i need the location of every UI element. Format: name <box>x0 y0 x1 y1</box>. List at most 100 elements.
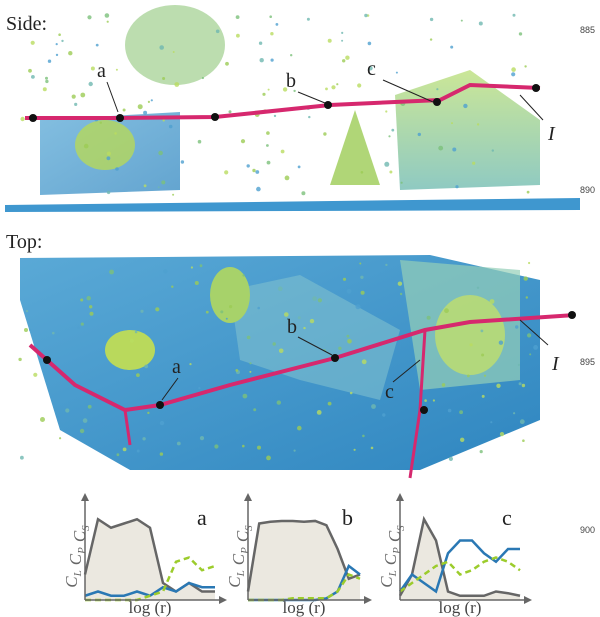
cloud-point <box>266 131 270 135</box>
cloud-point <box>160 452 163 455</box>
cloud-point <box>114 132 117 135</box>
cloud-point <box>368 42 372 46</box>
cloud-point <box>107 156 111 160</box>
arrow-head <box>219 596 227 604</box>
cloud-point <box>303 327 305 329</box>
cloud-point <box>171 286 173 288</box>
cloud-point <box>259 42 262 45</box>
cloud-point <box>142 437 145 440</box>
cloud-point <box>492 149 494 151</box>
cloud-point <box>467 375 470 378</box>
cloud-point <box>68 51 72 55</box>
cloud-point <box>135 331 138 334</box>
panel-label: b <box>342 505 353 530</box>
cloud-point <box>331 85 335 89</box>
marker <box>331 354 339 362</box>
cloud-point <box>225 62 229 66</box>
cloud-point <box>206 311 209 314</box>
cloud-point <box>345 56 349 60</box>
cloud-point <box>515 325 518 328</box>
cloud-point <box>189 363 191 365</box>
y-label-symbol: C <box>229 553 248 565</box>
cloud-point <box>298 316 301 319</box>
cloud-point <box>202 77 204 79</box>
y-label-subscript: L <box>235 570 247 577</box>
cloud-point <box>229 110 232 113</box>
cloud-point <box>472 162 475 165</box>
cloud-point <box>451 122 453 124</box>
cloud-point <box>174 82 179 87</box>
chart: blog (r)CLCPCS <box>225 493 372 617</box>
tree-side <box>125 5 225 85</box>
y-label-symbol: C <box>377 576 396 588</box>
cloud-point <box>430 18 433 21</box>
y-label-subscript: L <box>387 570 399 577</box>
cloud-point <box>256 187 261 192</box>
cloud-point <box>91 67 95 71</box>
cloud-point <box>109 270 114 275</box>
cloud-point <box>159 45 164 50</box>
cloud-point <box>301 191 305 195</box>
cloud-point <box>362 359 367 364</box>
cloud-point <box>140 310 143 313</box>
cloud-point <box>522 384 525 387</box>
point-label: a <box>97 60 106 82</box>
cloud-point <box>105 13 110 18</box>
cloud-point <box>270 32 273 35</box>
y-label-subscript: S <box>243 525 255 531</box>
arrow-head <box>244 493 252 501</box>
cloud-point <box>262 93 265 96</box>
y-label-symbol: C <box>385 530 404 542</box>
cloud-point <box>249 362 251 364</box>
cloud-point <box>371 447 374 450</box>
marker <box>211 113 219 121</box>
cloud-point <box>162 77 165 80</box>
y-label-subscript: L <box>72 570 84 577</box>
cloud-point <box>328 39 332 43</box>
cloud-point <box>271 59 274 62</box>
cloud-point <box>524 65 526 67</box>
cloud-point <box>161 180 165 184</box>
bush-side <box>75 120 135 170</box>
cloud-point <box>477 123 479 125</box>
cloud-point <box>290 54 292 56</box>
cloud-point <box>273 342 276 345</box>
y-label-subscript: S <box>80 525 92 531</box>
cloud-point <box>490 299 495 304</box>
x-label: log (r) <box>439 598 482 617</box>
cloud-point <box>385 110 387 112</box>
cloud-point <box>449 457 453 461</box>
cloud-point <box>155 307 159 311</box>
arrow-head <box>81 493 89 501</box>
cloud-point <box>442 383 446 387</box>
cloud-point <box>242 445 245 448</box>
cloud-point <box>388 135 390 137</box>
cloud-point <box>323 132 326 135</box>
cloud-point <box>89 82 93 86</box>
cloud-point <box>418 133 421 136</box>
x-label: log (r) <box>283 598 326 617</box>
cloud-point <box>59 437 61 439</box>
cloud-point <box>398 282 402 286</box>
cloud-point <box>214 444 218 448</box>
cloud-point <box>88 405 92 409</box>
cloud-point <box>58 33 61 36</box>
point-label: b <box>286 70 296 92</box>
ground-side <box>5 198 580 212</box>
cloud-point <box>484 375 486 377</box>
cloud-point <box>513 14 516 17</box>
cloud-point <box>243 394 248 399</box>
cloud-point <box>72 95 76 99</box>
cloud-point <box>43 87 47 91</box>
cloud-point <box>482 395 485 398</box>
cloud-point <box>496 384 500 388</box>
cloud-point <box>136 373 140 377</box>
line-number: 885 <box>580 25 595 35</box>
cloud-point <box>40 417 45 422</box>
cloud-point <box>200 264 203 267</box>
marker <box>433 98 441 106</box>
cloud-point <box>56 43 58 45</box>
cloud-point <box>247 164 250 167</box>
cloud-point <box>477 287 479 289</box>
cloud-point <box>527 333 531 337</box>
